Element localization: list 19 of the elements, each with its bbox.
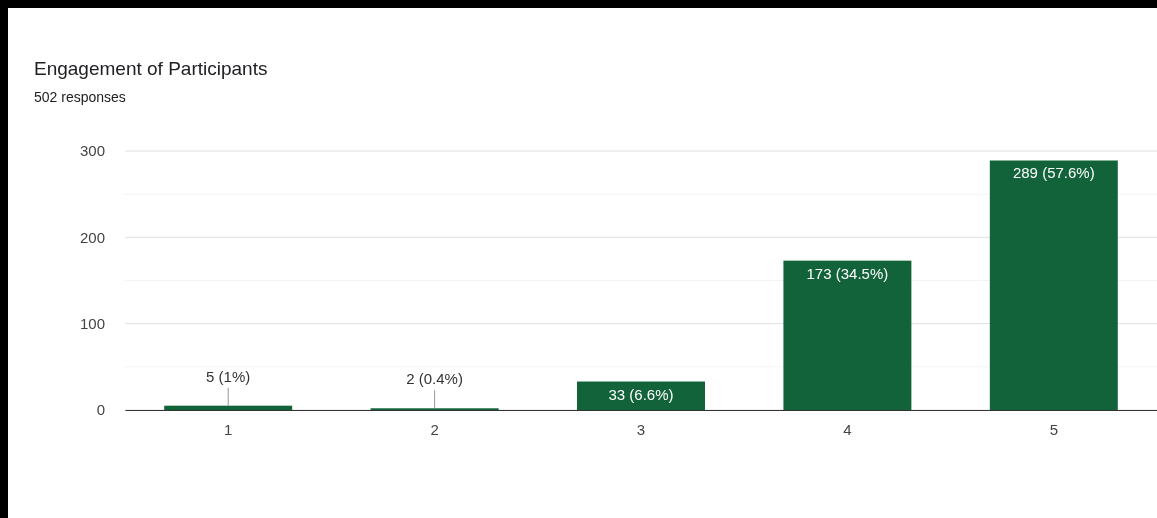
y-tick-label: 200 [79,228,105,246]
bar [164,405,293,410]
x-tick-label: 1 [224,420,233,438]
x-tick-label: 2 [430,420,439,438]
bar [989,160,1118,410]
data-label: 5 (1%) [206,367,251,385]
y-tick-label: 300 [79,142,105,160]
x-tick-label: 4 [843,420,852,438]
y-tick-label: 0 [96,401,105,419]
bar [783,260,912,410]
data-label: 289 (57.6%) [1012,164,1095,182]
chart-subtitle: 502 responses [34,89,126,105]
x-tick-label: 3 [636,420,646,438]
x-tick-label: 5 [1049,420,1058,438]
y-tick-label: 100 [79,314,105,332]
chart-title: Engagement of Participants [34,58,268,79]
data-label: 2 (0.4%) [406,370,463,388]
data-label: 33 (6.6%) [608,385,674,403]
data-label: 173 (34.5%) [806,264,889,282]
